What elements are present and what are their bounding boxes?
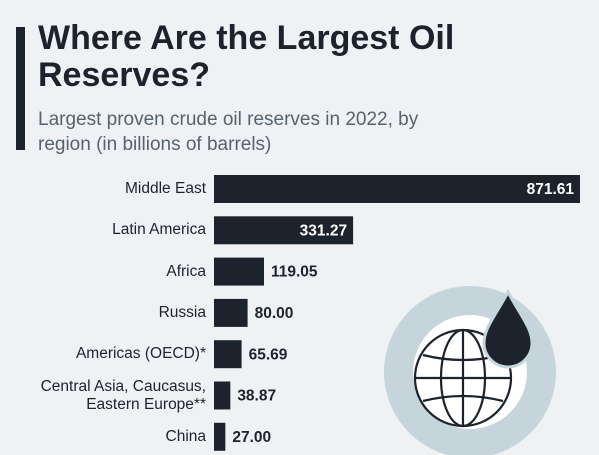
bar [214, 175, 580, 203]
category-label: Latin America [112, 221, 206, 239]
accent-bar [16, 27, 25, 150]
bar [214, 257, 264, 286]
value-label: 27.00 [232, 429, 271, 446]
category-label: Africa [166, 262, 206, 280]
value-label: 80.00 [255, 305, 294, 322]
category-label: China [165, 427, 207, 445]
bar [214, 422, 226, 451]
value-label: 38.87 [237, 388, 276, 405]
oil-icon [384, 286, 556, 455]
bar [214, 340, 242, 369]
value-label: 331.27 [300, 222, 347, 239]
category-label: Americas (OECD)* [75, 345, 206, 363]
value-label: 119.05 [271, 264, 318, 281]
category-label: Central Asia, Caucasus, Eastern Europe** [40, 377, 206, 413]
bar [214, 381, 231, 410]
value-label: 871.61 [527, 181, 575, 198]
category-label: Russia [158, 303, 206, 321]
bar [214, 298, 248, 327]
value-label: 65.69 [249, 346, 288, 363]
category-label: Middle East [125, 180, 206, 197]
bar [214, 216, 354, 245]
chart-subtitle: Largest proven crude oil reserves in 202… [38, 109, 419, 155]
chart-title: Where Are the Largest Oil Reserves? [38, 19, 455, 94]
